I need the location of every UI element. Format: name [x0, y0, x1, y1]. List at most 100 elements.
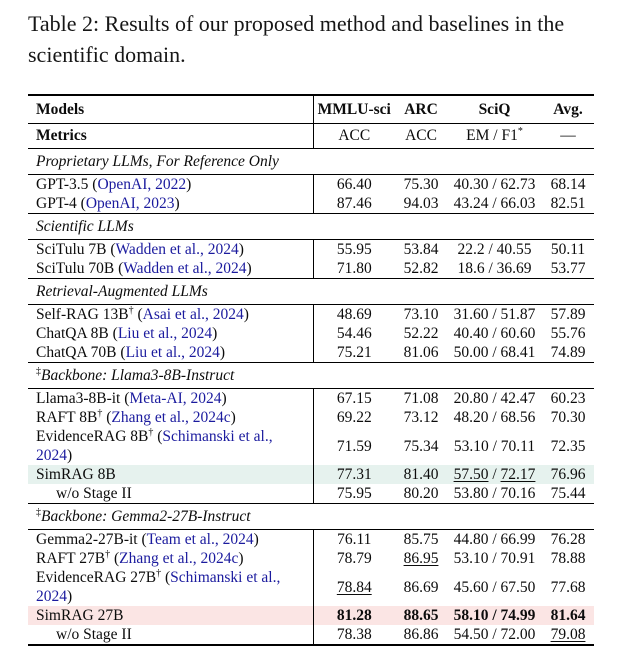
- value-cell-sciq: 40.30 / 62.73: [447, 175, 542, 195]
- value-cell-mmlu-sci: 77.31: [313, 465, 395, 484]
- model-name: GPT-4: [36, 195, 77, 212]
- citation-link[interactable]: Meta-AI, 2024: [129, 390, 222, 407]
- section-label: Retrieval-Augmented LLMs: [36, 283, 208, 300]
- models-header-cell: Models: [28, 95, 314, 124]
- value-text: 66.40: [336, 176, 372, 193]
- value-text: 50.00 / 68.41: [453, 344, 536, 361]
- value-cell-arc: 53.84: [395, 240, 447, 260]
- value-cell-mmlu-sci: 75.95: [313, 484, 395, 504]
- table-row: Self-RAG 13B† (Asai et al., 2024) 48.69 73…: [28, 304, 594, 325]
- value-text: 43.24 / 66.03: [453, 195, 536, 212]
- model-name: Self-RAG 13B: [36, 306, 129, 323]
- model-name: w/o Stage II: [56, 626, 132, 643]
- metrics-value-cell-sciq: EM / F1*: [447, 123, 542, 149]
- value-cell-mmlu-sci: 87.46: [313, 194, 395, 214]
- citation-link[interactable]: Schimanski et al., 2024: [36, 569, 281, 605]
- value-cell-sciq: 53.10 / 70.11: [447, 427, 542, 465]
- value-cell-arc: 75.30: [395, 175, 447, 195]
- value-text: 53.84: [403, 241, 439, 258]
- value-cell-sciq: 20.80 / 42.47: [447, 389, 542, 409]
- value-cell-sciq: 48.20 / 68.56: [447, 408, 542, 427]
- model-cell: GPT-3.5 (OpenAI, 2022): [28, 174, 314, 194]
- model-name: w/o Stage II: [56, 485, 132, 502]
- value-text: 71.08: [403, 390, 439, 407]
- value-text: 40.40 / 60.60: [453, 325, 536, 342]
- model-name: SciTulu 7B: [36, 241, 107, 258]
- value-cell-mmlu-sci: 48.69: [313, 305, 395, 325]
- value-cell-sciq: 22.2 / 40.55: [447, 240, 542, 260]
- value-cell-avg: 55.76: [542, 324, 594, 343]
- value-cell-mmlu-sci: 75.21: [313, 343, 395, 363]
- model-cell: ChatQA 8B (Liu et al., 2024): [28, 324, 314, 343]
- table-caption: Table 2: Results of our proposed method …: [28, 11, 565, 67]
- header-cell-sciq: SciQ: [447, 95, 542, 124]
- value-cell-mmlu-sci: 55.95: [313, 240, 395, 260]
- value-text: EM / F1: [466, 127, 518, 144]
- citation-link[interactable]: Wadden et al., 2024: [115, 241, 239, 258]
- value-cell-sciq: 53.10 / 70.91: [447, 549, 542, 568]
- value-text: 18.6 / 36.69: [457, 260, 532, 277]
- value-cell-arc: 86.95: [395, 549, 447, 568]
- citation-link[interactable]: Team et al., 2024: [146, 531, 254, 548]
- citation-link[interactable]: Liu et al., 2024: [117, 325, 213, 342]
- value-text: 75.44: [550, 485, 586, 502]
- citation-link[interactable]: Schimanski et al., 2024: [36, 428, 273, 464]
- value-text: 69.22: [336, 409, 372, 426]
- value-cell-mmlu-sci: 78.79: [313, 549, 395, 568]
- value-cell-arc: 86.86: [395, 625, 447, 645]
- value-cell-avg: 82.51: [542, 194, 594, 214]
- citation-link[interactable]: OpenAI, 2022: [97, 176, 187, 193]
- section-header-row: Scientific LLMs: [28, 213, 594, 240]
- table-row: RAFT 27B† (Zhang et al., 2024c) 78.79 86.9…: [28, 549, 594, 568]
- section-header-row: Retrieval-Augmented LLMs: [28, 278, 594, 305]
- value-text: 73.12: [403, 409, 439, 426]
- asterisk-superscript: *: [517, 125, 523, 137]
- model-name: RAFT 27B: [36, 550, 106, 567]
- value-text: 54.46: [336, 325, 372, 342]
- value-cell-avg: 79.08: [542, 625, 594, 645]
- value-cell-sciq: 53.80 / 70.16: [447, 484, 542, 504]
- citation-link[interactable]: Zhang et al., 2024c: [111, 409, 231, 426]
- value-text: 80.20: [403, 485, 439, 502]
- value-text: 48.69: [336, 306, 372, 323]
- citation-link[interactable]: Liu et al., 2024: [125, 344, 220, 361]
- citation-link[interactable]: Wadden et al., 2024: [123, 260, 247, 277]
- value-cell-sciq: 31.60 / 51.87: [447, 305, 542, 325]
- model-cell: w/o Stage II: [28, 484, 314, 504]
- citation-link[interactable]: OpenAI, 2023: [85, 195, 175, 212]
- value-text: 81.28: [336, 607, 372, 624]
- value-cell-sciq: 18.6 / 36.69: [447, 259, 542, 279]
- section-label-cell: Retrieval-Augmented LLMs: [28, 278, 594, 305]
- value-text: 70.30: [550, 409, 586, 426]
- value-cell-sciq: 40.40 / 60.60: [447, 324, 542, 343]
- value-text: 81.64: [550, 607, 586, 624]
- value-cell-arc: 80.20: [395, 484, 447, 504]
- metrics-value-cell-arc: ACC: [395, 123, 447, 149]
- model-cell: Self-RAG 13B† (Asai et al., 2024): [28, 304, 314, 324]
- model-cell: Gemma2-27B-it (Team et al., 2024): [28, 529, 314, 549]
- value-text: ACC: [338, 127, 371, 144]
- value-text: 72.17: [500, 466, 536, 483]
- results-table: Models MMLU-sci ARC SciQ Avg. Metrics ACC ACC EM…: [28, 94, 594, 646]
- value-text: 87.46: [336, 195, 372, 212]
- model-cell: GPT-4 (OpenAI, 2023): [28, 194, 314, 214]
- value-cell-mmlu-sci: 71.80: [313, 259, 395, 279]
- value-text: 44.80 / 66.99: [453, 531, 536, 548]
- model-cell: RAFT 8B† (Zhang et al., 2024c): [28, 408, 314, 427]
- value-text: 73.10: [403, 306, 439, 323]
- value-text: 22.2 / 40.55: [457, 241, 532, 258]
- value-cell-sciq: 45.60 / 67.50: [447, 568, 542, 606]
- value-text: 82.51: [550, 195, 586, 212]
- value-cell-arc: 52.82: [395, 259, 447, 279]
- value-text: 88.65: [403, 607, 439, 624]
- model-cell: w/o Stage II: [28, 625, 314, 645]
- table-row: GPT-4 (OpenAI, 2023) 87.46 94.03 43.24 / 66…: [28, 194, 594, 214]
- section-header-row: ‡Backbone: Gemma2-27B-Instruct: [28, 503, 594, 530]
- value-cell-avg: 78.88: [542, 549, 594, 568]
- value-cell-avg: 50.11: [542, 240, 594, 260]
- header-cell-mmlu-sci: MMLU-sci: [313, 95, 395, 124]
- citation-link[interactable]: Asai et al., 2024: [142, 306, 244, 323]
- value-text: 45.60 / 67.50: [453, 578, 536, 596]
- citation-link[interactable]: Zhang et al., 2024c: [119, 550, 239, 567]
- value-text: 48.20 / 68.56: [453, 409, 536, 426]
